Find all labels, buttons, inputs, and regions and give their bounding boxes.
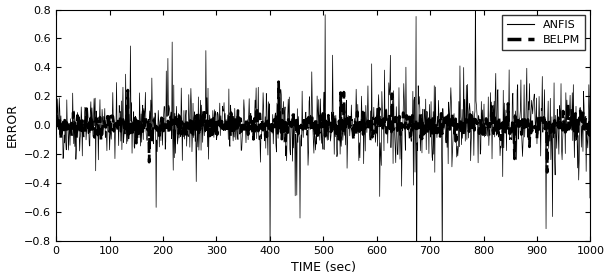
- BELPM: [275, 80, 282, 83]
- BELPM: [479, 136, 487, 140]
- ANFIS: [268, 131, 276, 135]
- ANFIS: [288, 117, 295, 120]
- Line: ANFIS: ANFIS: [56, 0, 590, 280]
- BELPM: [268, 123, 276, 126]
- Line: BELPM: BELPM: [56, 82, 590, 172]
- BELPM: [544, 171, 551, 174]
- ANFIS: [107, 130, 114, 133]
- Legend: ANFIS, BELPM: ANFIS, BELPM: [502, 15, 585, 50]
- ANFIS: [420, 132, 427, 136]
- ANFIS: [479, 123, 487, 126]
- ANFIS: [470, 120, 477, 123]
- BELPM: [289, 125, 296, 128]
- BELPM: [420, 128, 427, 131]
- BELPM: [107, 128, 114, 132]
- BELPM: [470, 125, 477, 128]
- BELPM: [587, 125, 594, 128]
- Y-axis label: ERROR: ERROR: [5, 103, 18, 147]
- BELPM: [52, 124, 60, 128]
- X-axis label: TIME (sec): TIME (sec): [291, 262, 356, 274]
- ANFIS: [52, 115, 60, 118]
